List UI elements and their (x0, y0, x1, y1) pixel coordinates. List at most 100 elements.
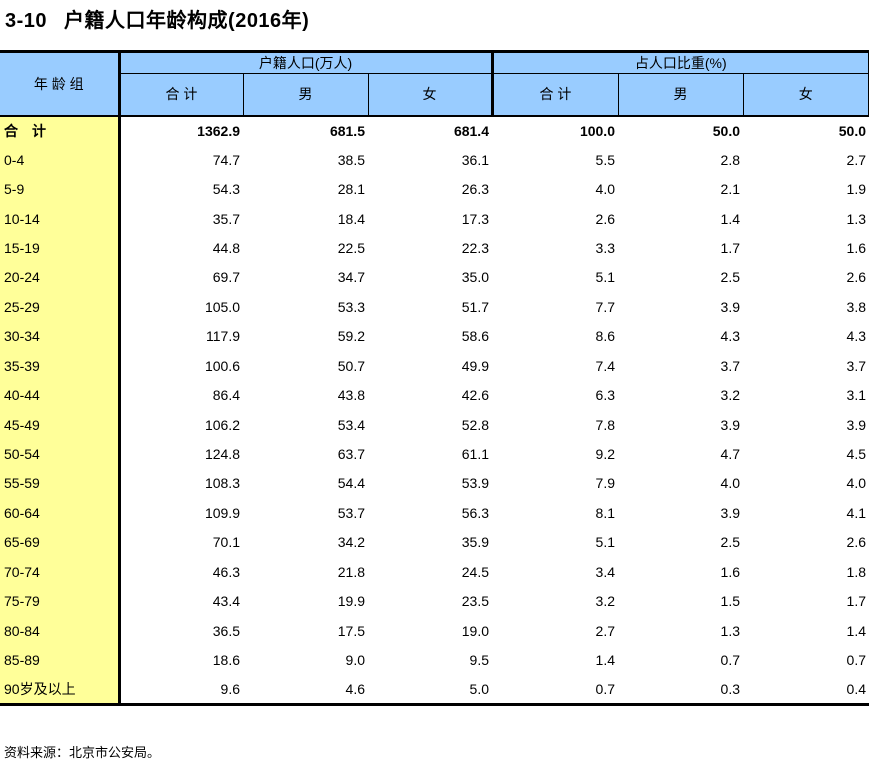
value-cell: 54.4 (337, 475, 365, 492)
value-cell: 26.3 (461, 181, 489, 198)
row-label: 25-29 (0, 292, 121, 322)
value-cell: 35.9 (461, 534, 489, 551)
corner-header-age-group: 年 龄 组 (0, 50, 121, 117)
value-cell: 3.9 (720, 298, 740, 315)
col-header-pct-male: 男 (617, 73, 744, 117)
value-cell: 3.7 (720, 357, 740, 374)
value-cell: 3.3 (595, 239, 615, 256)
value-cell: 3.2 (720, 387, 740, 404)
value-cell: 4.5 (846, 446, 867, 463)
value-cell: 63.7 (337, 446, 365, 463)
table-row: 25-29 105.0 53.3 51.7 7.7 3.9 3.8 (0, 292, 869, 322)
col-header-pop-male: 男 (242, 73, 369, 117)
value-cell: 108.3 (204, 475, 240, 492)
row-label: 45-49 (0, 409, 121, 440)
value-cell: 0.3 (618, 674, 743, 706)
value-cell: 50.0 (712, 122, 740, 139)
value-cell: 105.0 (204, 298, 240, 315)
row-label: 35-39 (0, 351, 121, 381)
value-cell: 52.8 (461, 416, 489, 433)
table-row: 65-69 70.1 34.2 35.9 5.1 2.5 2.6 (0, 527, 869, 558)
value-cell: 117.9 (206, 328, 240, 345)
value-cell: 46.3 (212, 563, 240, 580)
row-label: 50-54 (0, 439, 121, 469)
value-cell: 22.3 (461, 239, 489, 256)
value-cell: 1.6 (846, 239, 867, 256)
value-cell: 7.4 (595, 357, 615, 374)
col-header-pct-female: 女 (742, 73, 869, 117)
value-cell: 4.7 (720, 446, 740, 463)
value-cell: 1.4 (595, 652, 615, 669)
value-cell: 8.6 (595, 328, 615, 345)
value-cell: 1.3 (720, 622, 740, 639)
table-row: 5-9 54.3 28.1 26.3 4.0 2.1 1.9 (0, 174, 869, 204)
value-cell: 2.7 (846, 151, 867, 168)
value-cell: 53.3 (337, 298, 365, 315)
row-label: 80-84 (0, 615, 121, 646)
table-number: 3-10 (5, 10, 48, 32)
value-cell: 4.0 (595, 181, 615, 198)
value-cell: 1.3 (846, 210, 867, 227)
source-note: 资料来源：北京市公安局。 (4, 745, 161, 760)
value-cell: 4.0 (846, 475, 867, 492)
value-cell: 7.7 (595, 298, 615, 315)
value-cell: 34.7 (337, 269, 365, 286)
header-group-row: 年 龄 组 户籍人口(万人) 占人口比重(%) (0, 50, 869, 117)
value-cell: 1.7 (720, 239, 740, 256)
value-cell: 43.8 (337, 387, 365, 404)
value-cell: 0.7 (720, 652, 740, 669)
value-cell: 4.3 (720, 328, 740, 345)
value-cell: 53.9 (461, 475, 489, 492)
value-cell: 2.1 (720, 181, 740, 198)
value-cell: 38.5 (337, 151, 365, 168)
row-label: 5-9 (0, 174, 121, 204)
value-cell: 5.5 (595, 151, 615, 168)
table-row: 40-44 86.4 43.8 42.6 6.3 3.2 3.1 (0, 380, 869, 410)
value-cell: 3.7 (846, 357, 867, 374)
value-cell: 3.9 (846, 416, 867, 433)
value-cell: 6.3 (595, 387, 615, 404)
value-cell: 70.1 (212, 534, 240, 551)
col-header-pop-total: 合 计 (118, 73, 244, 117)
row-label: 75-79 (0, 586, 121, 616)
value-cell: 2.5 (720, 269, 740, 286)
table-row: 60-64 109.9 53.7 56.3 8.1 3.9 4.1 (0, 498, 869, 528)
value-cell: 59.2 (337, 328, 365, 345)
value-cell: 3.9 (720, 504, 740, 521)
value-cell: 2.8 (720, 151, 740, 168)
value-cell: 1.6 (720, 563, 740, 580)
value-cell: 3.1 (846, 387, 867, 404)
value-cell: 1362.9 (197, 122, 240, 139)
value-cell: 51.7 (461, 298, 489, 315)
table-row: 10-14 35.7 18.4 17.3 2.6 1.4 1.3 (0, 203, 869, 234)
value-cell: 19.0 (461, 622, 489, 639)
value-cell: 3.4 (595, 563, 615, 580)
population-age-table: 年 龄 组 户籍人口(万人) 占人口比重(%) 合 计 男 女 合 计 男 女 … (0, 50, 869, 706)
value-cell: 106.2 (204, 416, 240, 433)
value-cell: 0.7 (492, 674, 618, 706)
value-cell: 17.3 (461, 210, 489, 227)
value-cell: 1.4 (846, 622, 867, 639)
value-cell: 1.5 (720, 593, 740, 610)
row-label: 55-59 (0, 468, 121, 499)
value-cell: 54.3 (212, 181, 240, 198)
value-cell: 18.6 (212, 652, 240, 669)
value-cell: 34.2 (337, 534, 365, 551)
value-cell: 1.8 (846, 563, 867, 580)
row-label: 85-89 (0, 645, 121, 675)
value-cell: 5.1 (595, 269, 615, 286)
col-header-pct-total: 合 计 (491, 73, 619, 117)
value-cell: 56.3 (461, 504, 489, 521)
row-label: 70-74 (0, 557, 121, 587)
table-row: 20-24 69.7 34.7 35.0 5.1 2.5 2.6 (0, 262, 869, 293)
col-header-pop-female: 女 (367, 73, 494, 117)
value-cell: 44.8 (212, 239, 240, 256)
row-label: 10-14 (0, 203, 121, 234)
value-cell: 58.6 (461, 328, 489, 345)
value-cell: 36.5 (212, 622, 240, 639)
value-cell: 100.6 (204, 357, 240, 374)
table-row: 15-19 44.8 22.5 22.3 3.3 1.7 1.6 (0, 233, 869, 263)
value-cell: 3.8 (846, 298, 867, 315)
table-row: 70-74 46.3 21.8 24.5 3.4 1.6 1.8 (0, 557, 869, 587)
value-cell: 53.7 (337, 504, 365, 521)
